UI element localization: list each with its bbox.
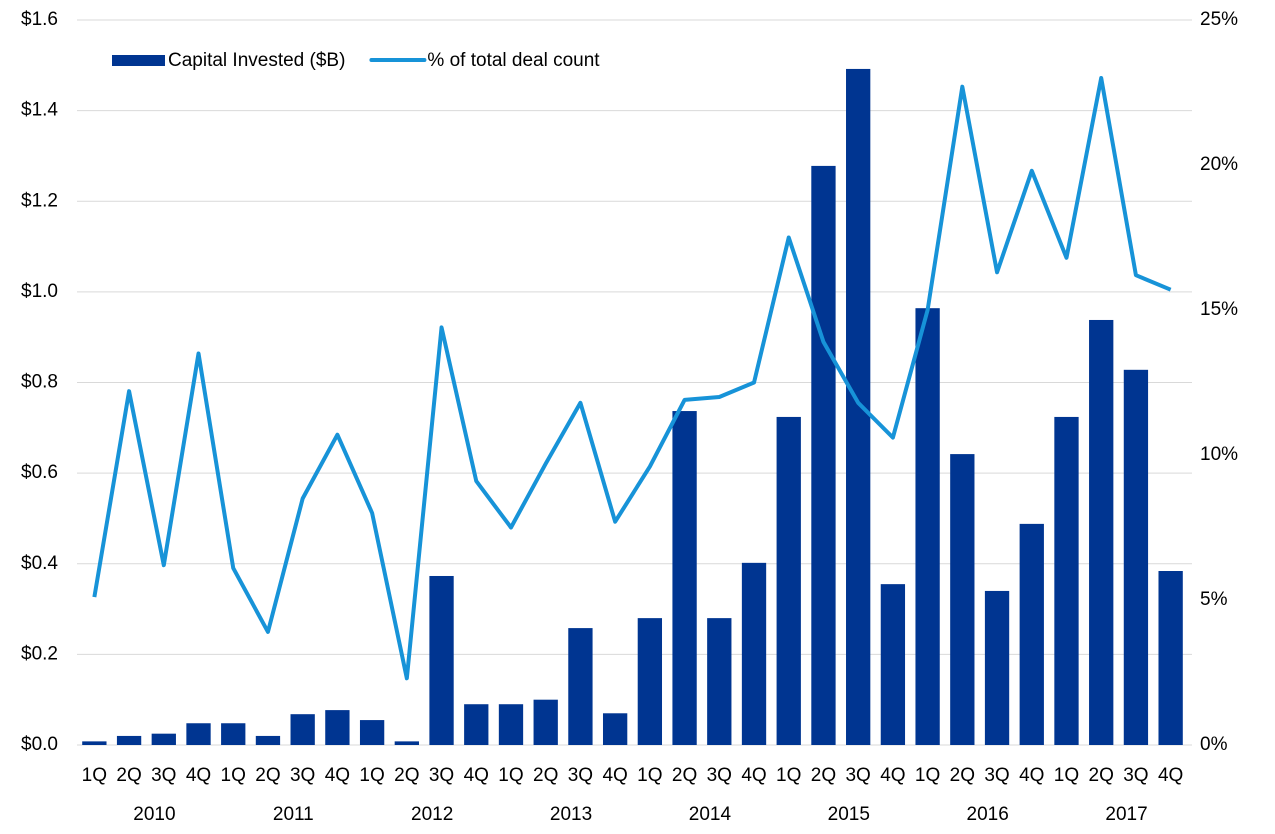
legend-label: % of total deal count — [427, 50, 600, 71]
year-label: 2010 — [133, 804, 175, 825]
bar — [151, 733, 176, 745]
x-tick-label: 2Q — [394, 765, 419, 786]
bar — [707, 618, 732, 745]
legend-swatch — [112, 55, 165, 66]
x-tick-label: 3Q — [845, 765, 870, 786]
year-label: 2014 — [689, 804, 732, 825]
bar — [1054, 416, 1079, 745]
x-tick-label: 4Q — [325, 765, 350, 786]
x-tick-label: 1Q — [221, 765, 246, 786]
bar — [811, 165, 836, 745]
bar — [950, 454, 975, 745]
bar — [915, 308, 940, 745]
bar — [498, 704, 524, 745]
x-tick-label: 4Q — [741, 765, 766, 786]
x-tick-label: 4Q — [1158, 765, 1183, 786]
bar — [533, 699, 558, 745]
bar — [846, 68, 871, 745]
bar — [741, 562, 767, 745]
x-tick-label: 1Q — [498, 765, 523, 786]
x-tick-label: 3Q — [1123, 765, 1148, 786]
bar — [602, 713, 628, 745]
x-tick-label: 2Q — [116, 765, 141, 786]
bar — [255, 735, 281, 745]
bar — [672, 411, 697, 745]
year-label: 2016 — [967, 804, 1009, 825]
x-tick-label: 1Q — [359, 765, 384, 786]
y2-tick-label: 0% — [1200, 734, 1228, 755]
y2-tick-label: 20% — [1200, 154, 1238, 175]
bar — [359, 720, 385, 745]
x-tick-label: 4Q — [464, 765, 489, 786]
year-label: 2017 — [1105, 804, 1147, 825]
x-tick-label: 4Q — [1019, 765, 1044, 786]
bar — [1019, 523, 1044, 745]
bar — [1123, 369, 1149, 745]
x-tick-label: 1Q — [1054, 765, 1079, 786]
x-tick-label: 2Q — [672, 765, 697, 786]
bar — [186, 723, 211, 745]
legend-label: Capital Invested ($B) — [168, 50, 345, 71]
x-tick-label: 4Q — [880, 765, 905, 786]
x-tick-label: 3Q — [151, 765, 176, 786]
x-tick-label: 3Q — [707, 765, 732, 786]
bar — [1158, 571, 1183, 745]
y2-tick-label: 25% — [1200, 9, 1238, 30]
y-tick-label: $0.6 — [21, 462, 58, 483]
bar — [116, 735, 142, 745]
line — [92, 76, 1172, 681]
y-tick-label: $0.2 — [21, 643, 58, 664]
x-tick-label: 2Q — [811, 765, 836, 786]
y-tick-label: $0.0 — [21, 734, 58, 755]
y2-tick-label: 15% — [1200, 299, 1238, 320]
bar — [880, 584, 906, 745]
y-tick-label: $1.2 — [21, 190, 58, 211]
x-tick-label: 4Q — [186, 765, 211, 786]
bar — [637, 618, 663, 745]
y-tick-label: $0.8 — [21, 372, 58, 393]
year-label: 2013 — [550, 804, 592, 825]
x-tick-label: 1Q — [915, 765, 940, 786]
x-tick-label: 3Q — [984, 765, 1009, 786]
bar — [394, 741, 419, 745]
bar — [1089, 319, 1114, 745]
x-tick-label: 4Q — [602, 765, 627, 786]
x-tick-label: 2Q — [533, 765, 558, 786]
x-tick-label: 3Q — [290, 765, 315, 786]
bar — [429, 575, 454, 745]
bar — [290, 714, 315, 745]
y-tick-label: $1.0 — [21, 281, 58, 302]
bar — [325, 710, 350, 745]
x-tick-label: 2Q — [950, 765, 975, 786]
y-tick-label: $0.4 — [21, 553, 58, 574]
year-label: 2011 — [273, 804, 314, 825]
bar — [82, 741, 107, 745]
y-tick-label: $1.4 — [21, 100, 58, 121]
x-tick-label: 2Q — [1089, 765, 1114, 786]
x-tick-label: 3Q — [429, 765, 454, 786]
x-tick-label: 1Q — [637, 765, 662, 786]
bar — [464, 704, 489, 745]
x-tick-label: 1Q — [776, 765, 801, 786]
year-label: 2015 — [828, 804, 870, 825]
x-tick-label: 2Q — [255, 765, 280, 786]
x-tick-label: 1Q — [82, 765, 107, 786]
bar — [568, 628, 593, 745]
y2-tick-label: 5% — [1200, 589, 1228, 610]
x-tick-label: 3Q — [568, 765, 593, 786]
bar — [776, 416, 801, 745]
bar — [221, 723, 246, 745]
y2-tick-label: 10% — [1200, 444, 1238, 465]
bar — [984, 590, 1010, 745]
y-tick-label: $1.6 — [21, 9, 58, 30]
year-label: 2012 — [411, 804, 453, 825]
